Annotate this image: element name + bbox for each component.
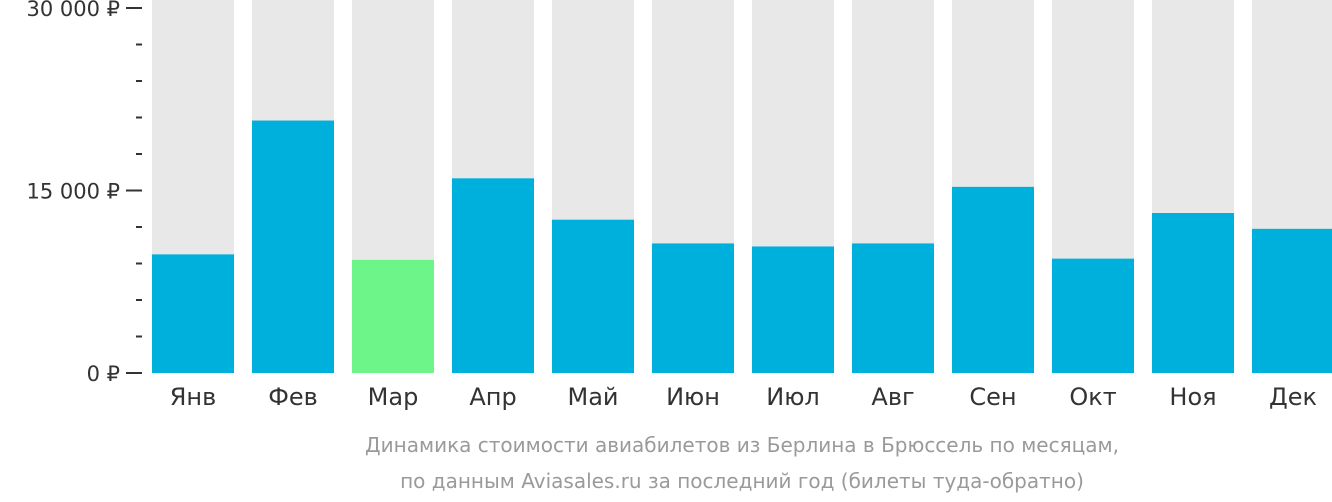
bar-12[interactable] — [1252, 228, 1332, 373]
x-tick-label: Май — [567, 383, 618, 411]
bar-7[interactable] — [752, 246, 834, 373]
x-tick-label: Апр — [469, 383, 516, 411]
bar-1[interactable] — [152, 254, 234, 373]
caption-line-1: Динамика стоимости авиабилетов из Берлин… — [365, 433, 1119, 457]
x-tick-label: Сен — [969, 383, 1016, 411]
bar-6[interactable] — [652, 243, 734, 373]
y-tick-label: 0 ₽ — [87, 362, 120, 386]
x-tick-label: Окт — [1069, 383, 1116, 411]
y-axis: 0 ₽ 15 000 ₽ 30 000 ₽ — [26, 0, 142, 386]
bar-3[interactable] — [352, 259, 434, 373]
x-tick-label: Янв — [170, 383, 217, 411]
bars — [152, 0, 1332, 374]
bar-4[interactable] — [452, 178, 534, 373]
bar-2[interactable] — [252, 120, 334, 374]
x-tick-label: Ноя — [1169, 383, 1216, 411]
bar-11[interactable] — [1152, 213, 1234, 373]
bar-8[interactable] — [852, 243, 934, 373]
x-tick-label: Дек — [1269, 383, 1317, 411]
bar-5[interactable] — [552, 219, 634, 373]
x-tick-label: Фев — [268, 383, 318, 411]
x-tick-label: Авг — [871, 383, 914, 411]
chart-caption: Динамика стоимости авиабилетов из Берлин… — [365, 433, 1119, 493]
bar-10[interactable] — [1052, 258, 1134, 373]
caption-line-2: по данным Aviasales.ru за последний год … — [400, 469, 1084, 493]
x-tick-label: Мар — [368, 383, 419, 411]
y-tick-label: 15 000 ₽ — [26, 180, 120, 204]
x-tick-label: Июн — [666, 383, 720, 411]
bar-9[interactable] — [952, 186, 1034, 373]
x-tick-label: Июл — [766, 383, 820, 411]
x-axis: Янв Фев Мар Апр Май Июн Июл Авг Сен Окт Ноя Дек — [170, 383, 1317, 411]
y-tick-label: 30 000 ₽ — [26, 0, 120, 21]
